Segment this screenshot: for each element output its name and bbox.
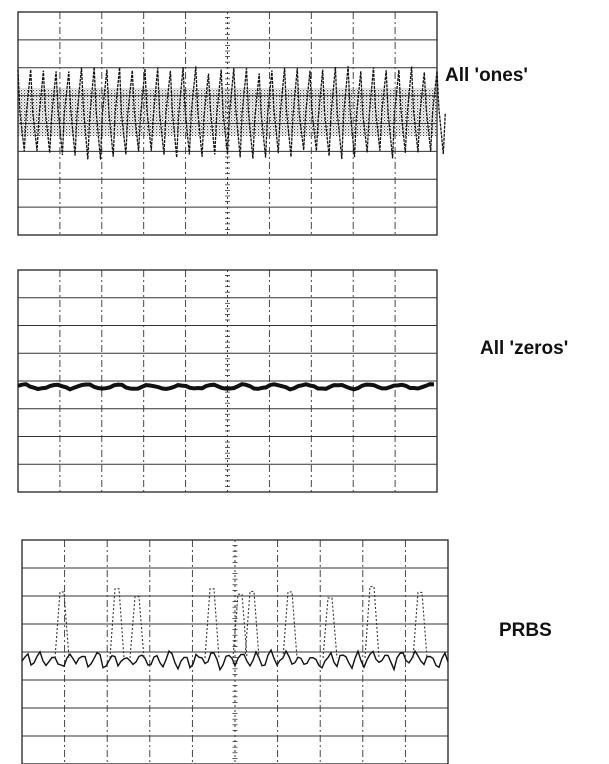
trace-pulse <box>130 597 144 658</box>
trace-pulse <box>205 589 219 658</box>
trace <box>18 384 434 389</box>
trace-pulse <box>413 592 427 658</box>
trace-pulse <box>283 592 297 658</box>
trace-pulse <box>365 587 379 658</box>
panel-label: All 'zeros' <box>480 338 568 359</box>
trace-pulse <box>245 591 259 658</box>
panel-label: All 'ones' <box>445 65 528 86</box>
page: All 'ones' All 'zeros' PRBS (() => { con… <box>0 0 609 764</box>
figure: All 'ones' All 'zeros' PRBS <box>0 0 609 764</box>
trace <box>22 650 448 670</box>
panel-label: PRBS <box>499 620 552 641</box>
trace-pulse <box>55 592 69 658</box>
trace-pulse <box>323 598 337 658</box>
trace-pulse <box>110 589 124 658</box>
traces <box>18 12 448 764</box>
